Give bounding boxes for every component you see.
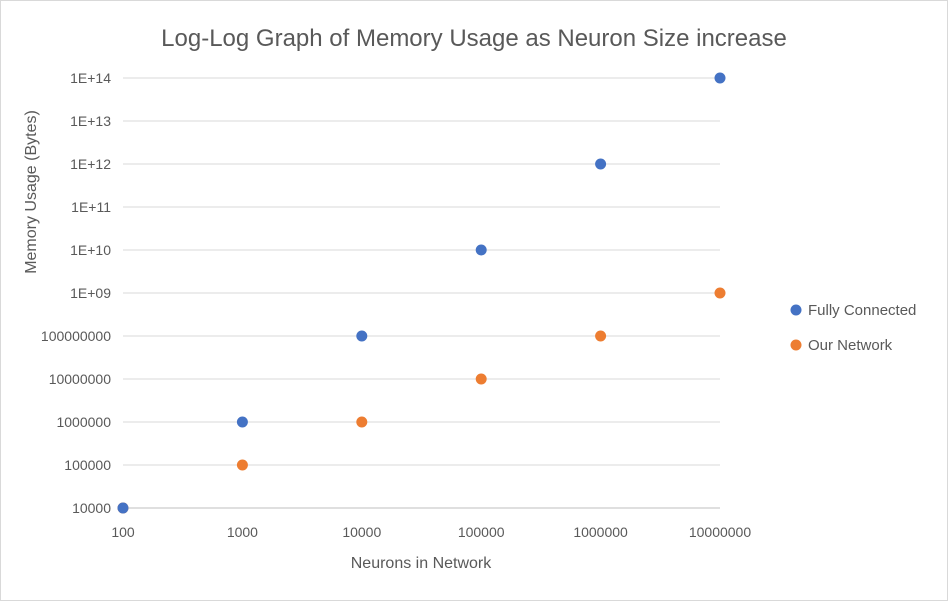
gridlines bbox=[123, 77, 720, 466]
y-tick-label: 10000000 bbox=[49, 371, 112, 387]
x-tick-label: 100000 bbox=[458, 524, 505, 540]
x-tick-label: 1000000 bbox=[573, 524, 628, 540]
y-axis-title: Memory Usage (Bytes) bbox=[23, 110, 40, 274]
x-tick-label: 1000 bbox=[227, 524, 258, 540]
legend-marker-fully-connected bbox=[790, 304, 802, 316]
point-our-network bbox=[236, 459, 248, 471]
x-tick-label: 10000000 bbox=[689, 524, 752, 540]
x-axis-title: Neurons in Network bbox=[351, 555, 493, 572]
data-points bbox=[117, 72, 726, 514]
x-tick-label: 10000 bbox=[342, 524, 381, 540]
legend: Fully Connected Our Network bbox=[790, 302, 916, 354]
point-fully-connected bbox=[117, 502, 129, 514]
chart-title: Log-Log Graph of Memory Usage as Neuron … bbox=[161, 25, 787, 52]
x-tick-label: 100 bbox=[111, 524, 135, 540]
y-tick-label: 1E+14 bbox=[70, 70, 111, 86]
y-tick-label: 1E+13 bbox=[70, 113, 111, 129]
y-tick-label: 100000000 bbox=[41, 328, 111, 344]
legend-label-our-network: Our Network bbox=[808, 337, 893, 354]
point-our-network bbox=[714, 287, 726, 299]
y-axis-ticks: 10000 100000 1000000 10000000 100000000 1E+09… bbox=[41, 70, 111, 516]
legend-label-fully-connected: Fully Connected bbox=[808, 302, 916, 319]
y-tick-label: 10000 bbox=[72, 500, 111, 516]
point-fully-connected bbox=[356, 330, 368, 342]
point-fully-connected bbox=[475, 244, 487, 256]
y-tick-label: 1000000 bbox=[56, 414, 111, 430]
point-our-network bbox=[475, 373, 487, 385]
point-fully-connected bbox=[714, 72, 726, 84]
y-tick-label: 100000 bbox=[64, 457, 111, 473]
point-our-network bbox=[595, 330, 607, 342]
y-tick-label: 1E+12 bbox=[70, 156, 111, 172]
point-fully-connected bbox=[595, 158, 607, 170]
y-tick-label: 1E+10 bbox=[70, 242, 111, 258]
point-fully-connected bbox=[236, 416, 248, 428]
y-tick-label: 1E+09 bbox=[70, 285, 111, 301]
legend-marker-our-network bbox=[790, 339, 802, 351]
x-axis-ticks: 100 1000 10000 100000 1000000 10000000 bbox=[111, 524, 751, 540]
y-tick-label: 1E+11 bbox=[71, 199, 111, 215]
point-our-network bbox=[356, 416, 368, 428]
